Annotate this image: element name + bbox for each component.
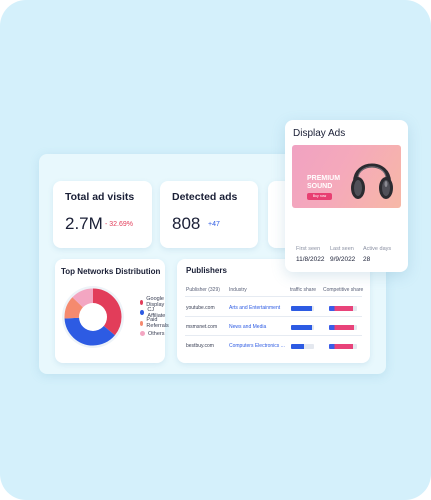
detected-ads-title: Detected ads	[172, 191, 238, 203]
legend-label-others: Others	[148, 330, 165, 337]
first-seen-label: First seen	[296, 246, 321, 252]
legend-item-cj-affiliate: CJ Affiliate	[140, 306, 170, 319]
total-visits-delta: - 32.69%	[105, 221, 134, 228]
legend-label-paid-referrals: Paid Referrals	[146, 317, 169, 330]
traffic-share-fill	[291, 306, 312, 311]
last-seen-value: 9/9/2022	[330, 256, 356, 263]
detected-ads-card[interactable]: Detected ads 808 +47	[160, 181, 258, 248]
banner-title-line2: SOUND	[307, 183, 333, 190]
legend-dot-cj-affiliate	[140, 310, 145, 316]
competitive-share-bar	[329, 344, 357, 349]
donut-slice-cj-affiliate	[64, 288, 122, 346]
publisher-column-header[interactable]: Publisher (329)	[186, 287, 220, 293]
buy-now-button[interactable]: Buy now	[307, 193, 332, 200]
detected-ads-value: 808	[172, 214, 201, 233]
display-ads-card[interactable]: Display Ads PREMIUM SOUND Buy now First …	[285, 120, 408, 272]
networks-legend: Google Display CJ Affiliate Paid Referra…	[140, 296, 170, 340]
legend-item-paid-referrals: Paid Referrals	[140, 317, 170, 330]
active-days-label: Active days	[363, 246, 392, 252]
traffic-share-fill	[291, 344, 304, 349]
legend-label-google-display: Google Display	[146, 296, 165, 309]
last-seen-label: Last seen	[330, 246, 354, 252]
donut-hole	[79, 303, 107, 331]
competitive-share-fill	[329, 306, 353, 311]
competitive-share-bar	[329, 325, 357, 330]
publisher-cell[interactable]: bestbuy.com	[186, 343, 214, 349]
networks-card[interactable]: Top Networks Distribution Google Display…	[55, 259, 169, 363]
legend-dot-others	[140, 331, 145, 337]
publisher-cell[interactable]: msmsnet.com	[186, 324, 218, 330]
industry-cell[interactable]: News and Media	[229, 324, 267, 330]
total-visits-title: Total ad visits	[65, 191, 135, 203]
competitive-share-bar	[329, 306, 357, 311]
ad-banner[interactable]: PREMIUM SOUND Buy now	[292, 145, 401, 208]
competitive-column-header[interactable]: Competitive share	[323, 287, 364, 293]
headphones-icon	[351, 163, 393, 199]
total-visits-value: 2.7M	[65, 214, 103, 233]
competitive-share-fill	[329, 344, 353, 349]
total-visits-card[interactable]: Total ad visits 2.7M - 32.69%	[53, 181, 152, 248]
traffic-share-bar	[291, 306, 314, 311]
legend-item-google-display: Google Display	[140, 296, 170, 309]
legend-item-others: Others	[140, 329, 170, 340]
industry-cell[interactable]: Arts and Entertainment	[229, 305, 281, 311]
industry-cell[interactable]: Computers Electronics ...	[229, 343, 285, 349]
traffic-share-fill	[291, 325, 312, 330]
publishers-card[interactable]: Publishers Publisher (329) Industry traf…	[177, 259, 370, 363]
competitive-share-fill	[329, 325, 355, 330]
banner-title-line1: PREMIUM	[307, 175, 341, 182]
industry-column-header[interactable]: Industry	[229, 287, 247, 293]
active-days-value: 28	[363, 256, 371, 263]
publishers-title: Publishers	[186, 266, 227, 275]
row-divider	[185, 335, 362, 336]
header-divider	[185, 296, 362, 297]
detected-ads-delta: +47	[208, 221, 220, 228]
donut-slice-others	[64, 288, 122, 346]
networks-title: Top Networks Distribution	[61, 267, 161, 276]
publisher-cell[interactable]: youtube.com	[186, 305, 215, 311]
first-seen-value: 11/8/2022	[296, 256, 325, 263]
legend-label-cj-affiliate: CJ Affiliate	[147, 306, 166, 319]
row-divider	[185, 316, 362, 317]
traffic-column-header[interactable]: traffic share	[290, 287, 317, 293]
donut-slice-paid-referrals	[64, 288, 122, 346]
legend-dot-paid-referrals	[140, 320, 144, 326]
traffic-share-bar	[291, 344, 314, 349]
display-ads-title: Display Ads	[293, 128, 346, 139]
traffic-share-bar	[291, 325, 314, 330]
networks-donut-chart	[62, 286, 124, 348]
legend-dot-google-display	[140, 299, 144, 305]
banner-title: PREMIUM SOUND	[307, 175, 340, 191]
